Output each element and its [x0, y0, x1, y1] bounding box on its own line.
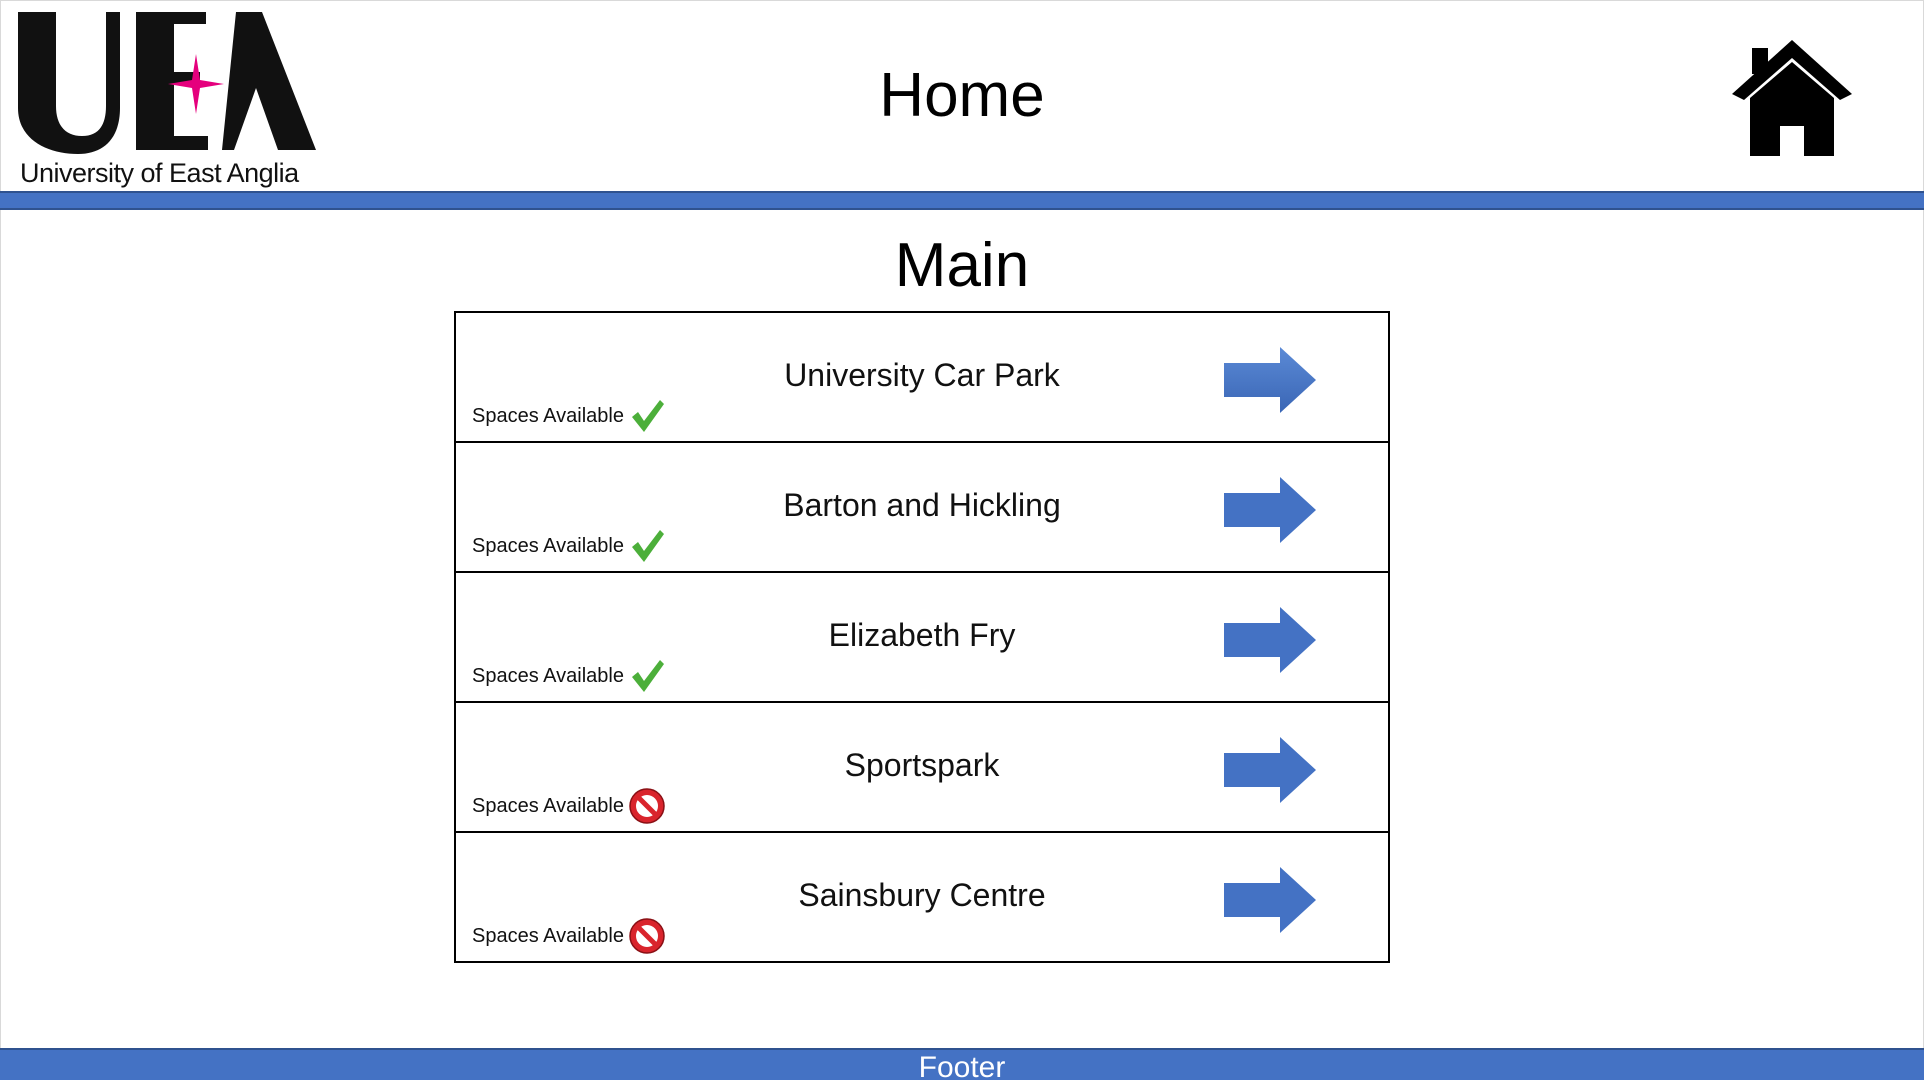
- status-label: Spaces Available: [472, 664, 624, 687]
- footer-label: Footer: [918, 1051, 1006, 1084]
- car-park-name: Barton and Hickling: [783, 487, 1061, 523]
- uea-logo: University of East Anglia: [8, 8, 318, 188]
- car-park-row[interactable]: Barton and Hickling Spaces Available: [454, 441, 1390, 573]
- car-park-name: Elizabeth Fry: [828, 617, 1016, 653]
- section-title: Main: [894, 231, 1030, 300]
- car-park-row[interactable]: Sportspark Spaces Available: [454, 701, 1390, 833]
- arrow-right-icon[interactable]: [1222, 865, 1318, 935]
- car-park-name: University Car Park: [784, 357, 1060, 393]
- car-park-row[interactable]: Sainsbury Centre Spaces Available: [454, 831, 1390, 963]
- car-park-row[interactable]: Elizabeth Fry Spaces Available: [454, 571, 1390, 703]
- car-park-name: Sainsbury Centre: [798, 877, 1046, 913]
- status-indicator: Spaces Available: [472, 787, 666, 825]
- status-label: Spaces Available: [472, 534, 624, 557]
- arrow-right-icon[interactable]: [1222, 735, 1318, 805]
- status-indicator: Spaces Available: [472, 527, 666, 565]
- status-label: Spaces Available: [472, 404, 624, 427]
- header-divider: [0, 191, 1924, 210]
- prohibited-icon: [629, 918, 665, 954]
- car-park-row[interactable]: University Car Park Spaces Available: [454, 311, 1390, 443]
- check-icon: [631, 530, 664, 562]
- page-title: Home: [879, 61, 1045, 130]
- status-indicator: Spaces Available: [472, 917, 666, 955]
- logo-caption: University of East Anglia: [20, 158, 299, 188]
- arrow-right-icon[interactable]: [1222, 605, 1318, 675]
- arrow-right-icon[interactable]: [1222, 475, 1318, 545]
- home-button[interactable]: [1728, 36, 1856, 160]
- status-label: Spaces Available: [472, 794, 624, 817]
- status-label: Spaces Available: [472, 924, 624, 947]
- car-park-name: Sportspark: [844, 747, 1000, 783]
- home-icon: [1732, 40, 1852, 156]
- arrow-right-icon[interactable]: [1222, 345, 1318, 415]
- check-icon: [631, 660, 664, 692]
- car-park-list: University Car Park Spaces Available Bar…: [454, 311, 1390, 963]
- status-indicator: Spaces Available: [472, 657, 666, 695]
- check-icon: [631, 400, 664, 432]
- prohibited-icon: [629, 788, 665, 824]
- status-indicator: Spaces Available: [472, 397, 666, 435]
- footer: Footer: [0, 1048, 1924, 1084]
